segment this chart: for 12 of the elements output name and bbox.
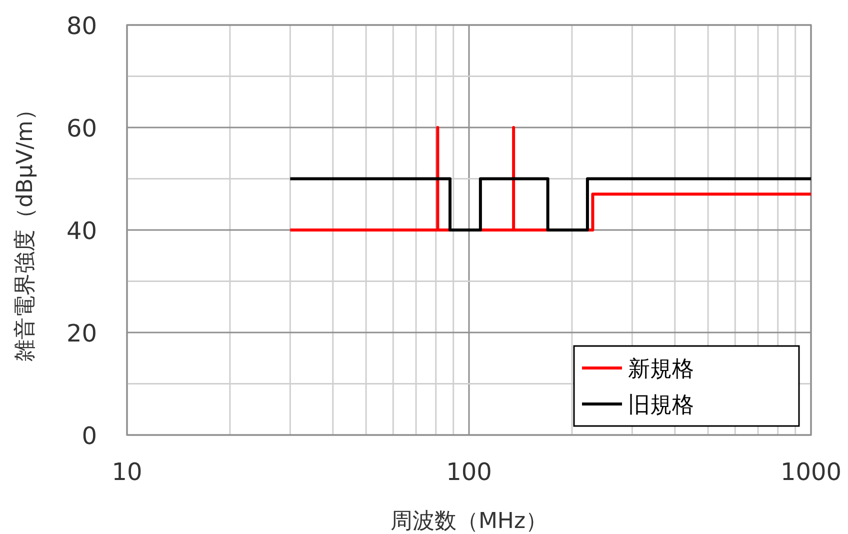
x-axis-title: 周波数（MHz） bbox=[390, 509, 548, 534]
y-tick-label: 0 bbox=[82, 422, 97, 450]
y-axis-title: 雑音電界強度（dBμV/m） bbox=[13, 98, 38, 362]
x-tick-label: 1000 bbox=[780, 458, 842, 486]
legend-label: 旧規格 bbox=[628, 393, 694, 418]
y-tick-label: 40 bbox=[66, 217, 97, 245]
x-tick-label: 100 bbox=[446, 458, 492, 486]
x-tick-label: 10 bbox=[112, 458, 142, 486]
y-tick-label: 80 bbox=[66, 12, 97, 40]
legend-label: 新規格 bbox=[628, 357, 694, 382]
y-tick-label: 20 bbox=[66, 320, 97, 348]
y-tick-label: 60 bbox=[66, 114, 97, 142]
